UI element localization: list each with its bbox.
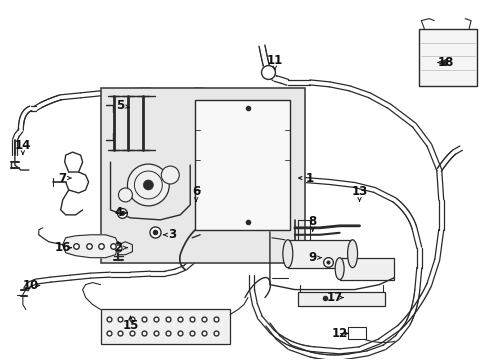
Bar — [419, 28, 476, 86]
Ellipse shape — [143, 180, 153, 190]
Text: 9: 9 — [308, 251, 316, 264]
Bar — [287, 240, 352, 268]
Bar — [347, 328, 365, 339]
Ellipse shape — [118, 188, 132, 202]
Text: 2: 2 — [114, 241, 122, 254]
Text: 6: 6 — [192, 185, 200, 198]
Ellipse shape — [161, 166, 179, 184]
Bar — [297, 292, 385, 306]
Text: 8: 8 — [308, 215, 316, 228]
Text: 1: 1 — [305, 171, 313, 185]
Text: 7: 7 — [59, 171, 67, 185]
Text: 11: 11 — [266, 54, 283, 67]
Text: 10: 10 — [22, 279, 39, 292]
Text: 16: 16 — [54, 241, 71, 254]
Text: 3: 3 — [168, 228, 176, 241]
Text: 5: 5 — [116, 99, 124, 112]
Ellipse shape — [334, 258, 344, 280]
Text: 15: 15 — [122, 319, 138, 332]
Polygon shape — [62, 235, 118, 258]
Ellipse shape — [282, 240, 292, 268]
Bar — [101, 310, 229, 345]
Text: 18: 18 — [437, 56, 453, 69]
Bar — [101, 88, 304, 263]
Text: 17: 17 — [326, 291, 342, 304]
Text: 12: 12 — [331, 327, 347, 340]
Ellipse shape — [347, 240, 357, 268]
Text: 14: 14 — [15, 139, 31, 152]
Text: 4: 4 — [114, 206, 122, 219]
Ellipse shape — [127, 164, 169, 206]
Bar — [339, 258, 394, 280]
Bar — [195, 100, 289, 230]
Text: 13: 13 — [351, 185, 367, 198]
